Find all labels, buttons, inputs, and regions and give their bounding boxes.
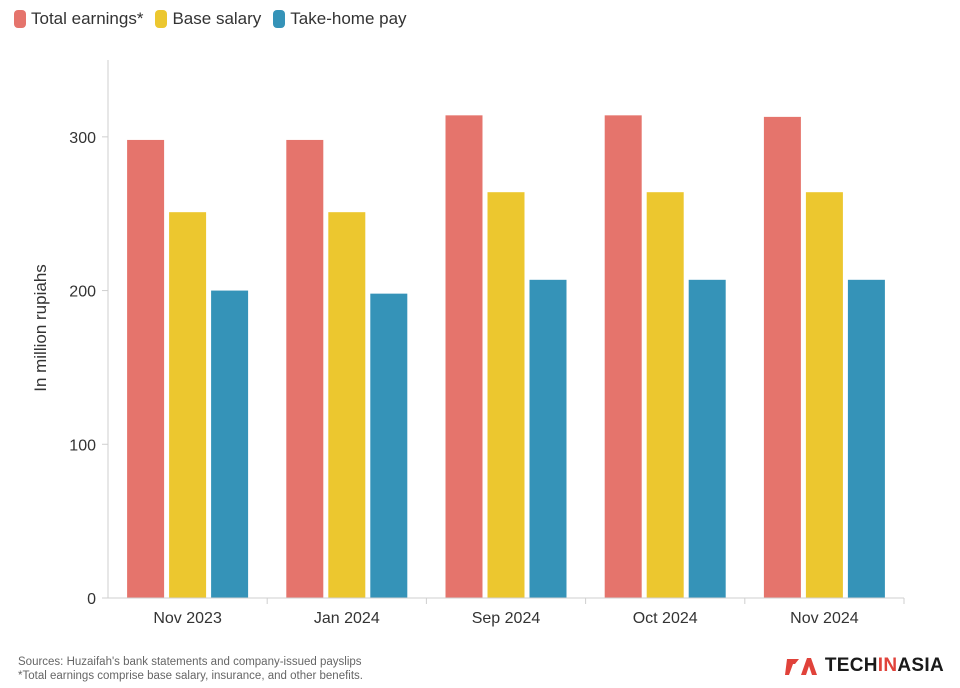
x-tick-label: Nov 2023 [153,610,222,627]
bar-take-home-pay-nov-2024[interactable] [847,279,885,598]
x-tick-label: Jan 2024 [314,610,380,627]
legend: Total earnings* Base salary Take-home pa… [14,9,407,29]
brand-tech: TECH [824,655,878,676]
brand-logo[interactable]: TECHINASIA [784,655,944,677]
x-tick-label: Oct 2024 [633,610,698,627]
legend-item-total-earnings[interactable]: Total earnings* [14,9,143,29]
legend-item-take-home-pay[interactable]: Take-home pay [273,9,407,29]
x-tick-label: Sep 2024 [472,610,541,627]
bar-base-salary-sep-2024[interactable] [487,192,525,599]
y-tick-label: 100 [69,437,96,454]
y-axis: 0 100 200 300 [69,60,109,608]
bar-take-home-pay-nov-2023[interactable] [211,290,249,598]
legend-swatch-take-home-pay [273,10,286,28]
brand-in: IN [877,655,898,676]
bar-total-earnings-jan-2024[interactable] [286,139,324,598]
legend-label-total-earnings: Total earnings* [31,9,144,28]
brand-name: TECHINASIA [825,655,944,677]
y-tick-label: 200 [69,284,96,301]
bar-take-home-pay-oct-2024[interactable] [688,279,726,598]
y-tick-label: 0 [87,591,96,608]
bar-total-earnings-sep-2024[interactable] [445,115,483,598]
techinasia-logo-icon [784,658,817,675]
bar-total-earnings-oct-2024[interactable] [604,115,642,598]
bar-total-earnings-nov-2023[interactable] [127,139,165,598]
legend-label-take-home-pay: Take-home pay [290,9,407,28]
bar-base-salary-nov-2023[interactable] [169,212,207,599]
footnote: *Total earnings comprise base salary, in… [18,670,363,682]
bars [127,115,885,599]
bar-base-salary-nov-2024[interactable] [805,192,843,599]
bar-base-salary-oct-2024[interactable] [646,192,684,599]
y-tick-label: 300 [69,130,96,147]
legend-swatch-base-salary [155,10,168,28]
sources-note: Sources: Huzaifah's bank statements and … [18,656,362,668]
bar-total-earnings-nov-2024[interactable] [763,116,801,599]
x-axis: Nov 2023 Jan 2024 Sep 2024 Oct 2024 Nov 2024 [108,597,905,627]
bar-take-home-pay-jan-2024[interactable] [370,293,408,598]
legend-swatch-total-earnings [14,10,26,28]
y-axis-title: In million rupiahs [31,264,50,392]
bar-take-home-pay-sep-2024[interactable] [529,279,567,598]
brand-asia: ASIA [897,655,944,676]
x-tick-label: Nov 2024 [790,610,859,627]
legend-item-base-salary[interactable]: Base salary [155,9,261,29]
legend-label-base-salary: Base salary [172,9,262,28]
bar-base-salary-jan-2024[interactable] [328,212,366,599]
footer-notes: Sources: Huzaifah's bank statements and … [18,655,363,683]
